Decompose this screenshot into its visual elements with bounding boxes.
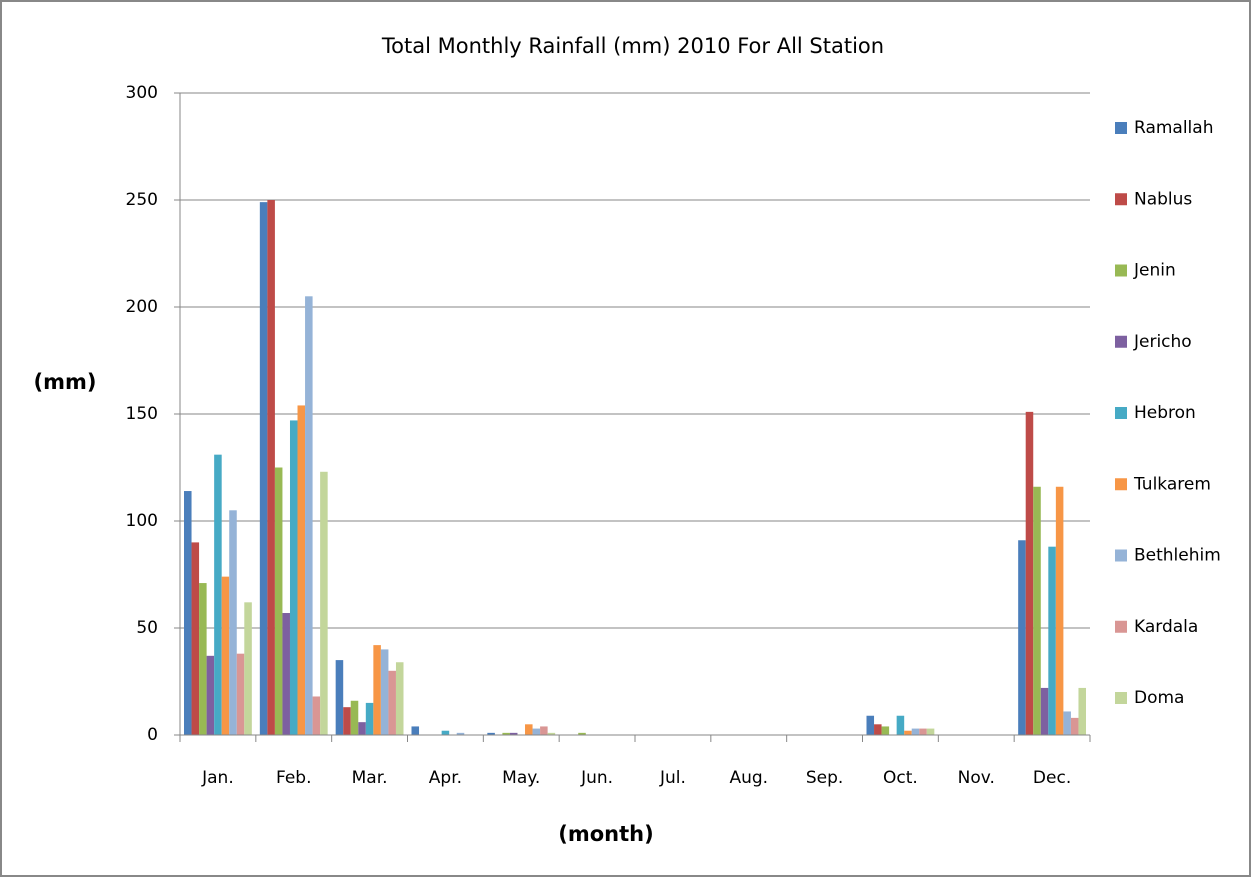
y-tick-label: 50 bbox=[136, 618, 158, 638]
y-axis-label: (mm) bbox=[34, 370, 97, 394]
bar bbox=[1055, 486, 1064, 735]
legend-swatch bbox=[1115, 407, 1127, 419]
bar bbox=[441, 730, 450, 735]
legend-label: Tulkarem bbox=[1133, 474, 1211, 494]
bar bbox=[267, 200, 275, 735]
bar bbox=[411, 726, 420, 735]
x-tick-label: Oct. bbox=[883, 768, 918, 788]
bar bbox=[358, 722, 366, 735]
legend-swatch bbox=[1115, 549, 1127, 562]
bar bbox=[456, 732, 465, 735]
bar bbox=[525, 724, 533, 735]
bar bbox=[866, 715, 875, 735]
bar bbox=[320, 471, 328, 735]
legend-label: Kardala bbox=[1134, 617, 1198, 637]
bar bbox=[919, 728, 927, 735]
bar bbox=[502, 732, 510, 735]
bar bbox=[343, 707, 351, 735]
bar bbox=[911, 728, 920, 735]
y-tick-label: 150 bbox=[126, 404, 158, 424]
bar bbox=[1040, 687, 1049, 735]
legend-swatch bbox=[1115, 620, 1127, 633]
y-tick-label: 100 bbox=[126, 511, 158, 531]
bar bbox=[282, 613, 290, 735]
legend-swatch bbox=[1115, 478, 1127, 491]
legend-swatch bbox=[1115, 335, 1127, 348]
legend-swatch bbox=[1115, 193, 1127, 206]
y-tick-label: 300 bbox=[126, 83, 158, 103]
bar bbox=[388, 670, 396, 735]
bar bbox=[184, 491, 192, 735]
x-tick-label: Apr. bbox=[429, 768, 462, 788]
bar bbox=[335, 660, 344, 735]
bar bbox=[487, 732, 495, 735]
bar bbox=[244, 602, 252, 735]
bar bbox=[1048, 546, 1056, 735]
x-tick-label: Sep. bbox=[806, 768, 843, 788]
legend-label: Nablus bbox=[1134, 189, 1192, 209]
y-tick-label: 250 bbox=[126, 190, 158, 210]
bar bbox=[312, 696, 321, 735]
bar bbox=[540, 726, 548, 735]
y-tick-label: 200 bbox=[126, 297, 158, 317]
legend-label: Hebron bbox=[1134, 403, 1196, 423]
bar bbox=[509, 732, 518, 735]
bar bbox=[1033, 486, 1041, 735]
legend-label: Jenin bbox=[1133, 261, 1176, 281]
x-tick-label: Aug. bbox=[729, 768, 768, 788]
x-tick-label: May. bbox=[502, 768, 540, 788]
bar bbox=[191, 542, 200, 735]
x-tick-label: Dec. bbox=[1033, 768, 1071, 788]
legend-label: Doma bbox=[1134, 688, 1184, 708]
bar bbox=[365, 702, 374, 735]
x-tick-label: Feb. bbox=[276, 768, 312, 788]
bar bbox=[380, 649, 389, 735]
bar bbox=[1025, 411, 1034, 735]
bar bbox=[395, 662, 404, 735]
bar bbox=[214, 454, 222, 735]
legend-label: Jericho bbox=[1133, 332, 1192, 352]
x-tick-label: Mar. bbox=[352, 768, 388, 788]
bar bbox=[236, 653, 245, 735]
bar bbox=[259, 202, 268, 735]
bar bbox=[896, 715, 905, 735]
bar bbox=[874, 724, 882, 735]
bar bbox=[881, 726, 890, 735]
legend-label: Bethlehim bbox=[1134, 546, 1221, 566]
legend-swatch bbox=[1115, 264, 1127, 277]
legend-label: Ramallah bbox=[1134, 118, 1213, 138]
bar bbox=[373, 645, 381, 735]
bar bbox=[1018, 540, 1026, 735]
y-tick-label: 0 bbox=[147, 725, 158, 745]
x-tick-label: Jan. bbox=[201, 768, 234, 788]
x-tick-label: Jul. bbox=[659, 768, 686, 788]
bar bbox=[1078, 687, 1086, 735]
bar bbox=[350, 700, 359, 735]
bar bbox=[926, 728, 935, 735]
bar bbox=[1063, 711, 1071, 735]
bar bbox=[199, 583, 207, 735]
chart-title: Total Monthly Rainfall (mm) 2010 For All… bbox=[381, 34, 884, 58]
bar bbox=[229, 510, 237, 735]
x-tick-label: Nov. bbox=[958, 768, 995, 788]
bar bbox=[289, 420, 298, 735]
legend-swatch bbox=[1115, 692, 1127, 704]
x-tick-label: Jun. bbox=[580, 768, 613, 788]
legend-swatch bbox=[1115, 122, 1127, 134]
x-axis-label: (month) bbox=[558, 822, 653, 846]
bar bbox=[1070, 717, 1079, 735]
bar bbox=[578, 732, 586, 735]
bar bbox=[547, 732, 556, 735]
bar bbox=[532, 728, 541, 735]
bar bbox=[305, 296, 313, 735]
bar bbox=[206, 655, 215, 735]
bar bbox=[274, 467, 283, 735]
bar bbox=[904, 730, 912, 735]
bar bbox=[297, 405, 306, 735]
bar bbox=[221, 576, 230, 735]
